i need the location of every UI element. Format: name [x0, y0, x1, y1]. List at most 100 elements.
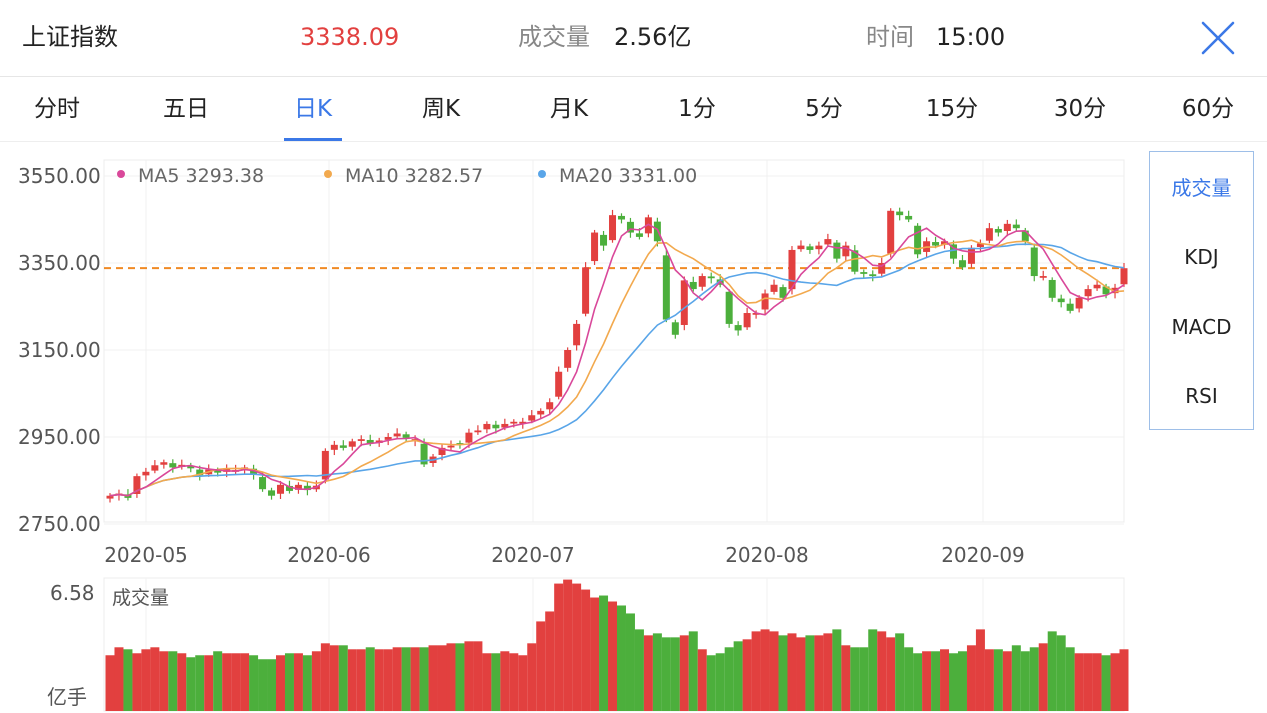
time-label: 时间 — [866, 23, 914, 51]
volume-bar — [563, 579, 573, 711]
candle-body — [994, 228, 1002, 233]
volume-bar — [769, 631, 779, 711]
volume-bar — [105, 655, 115, 711]
tab-daily-k[interactable]: 日K — [293, 96, 333, 122]
volume-bar — [419, 647, 429, 711]
candle-body — [420, 443, 428, 465]
volume-bar — [500, 651, 510, 711]
indicator-volume[interactable]: 成交量 — [1171, 176, 1232, 200]
candle-body — [833, 242, 841, 259]
volume-bar — [186, 657, 196, 711]
tab-weekly-k[interactable]: 周K — [421, 96, 461, 122]
volume-bar — [643, 635, 653, 711]
candle-body — [160, 462, 168, 465]
candle-body — [860, 272, 868, 274]
candle-body — [564, 350, 572, 368]
candle-body — [187, 465, 195, 469]
volume-bar — [491, 653, 501, 711]
candle-body — [779, 287, 787, 298]
y-tick-label: 3350.00 — [18, 251, 101, 275]
candle-body — [321, 450, 329, 480]
volume-bar — [1002, 651, 1012, 711]
candle-body — [1021, 230, 1029, 242]
tab-intraday[interactable]: 分时 — [34, 96, 80, 122]
volume-bar — [616, 605, 626, 711]
tab-5min[interactable]: 5分 — [805, 96, 843, 122]
legend-ma5: MA5 3293.38 — [138, 165, 264, 187]
volume-bar — [1056, 635, 1066, 711]
volume-bar — [536, 621, 546, 711]
candle-body — [770, 284, 778, 292]
candle-body — [734, 325, 742, 331]
volume-bar — [464, 641, 474, 711]
candle-body — [626, 221, 634, 233]
volume-bar — [1110, 653, 1120, 711]
candle-body — [743, 313, 751, 328]
indicator-macd[interactable]: MACD — [1171, 315, 1232, 339]
tab-1min[interactable]: 1分 — [678, 96, 716, 122]
candle-body — [357, 439, 365, 441]
candle-body — [1039, 276, 1047, 278]
volume-bar — [599, 595, 609, 711]
volume-bar — [751, 631, 761, 711]
volume-bar — [168, 651, 178, 711]
candle-body — [1102, 286, 1110, 295]
volume-bar — [778, 635, 788, 711]
candle-body — [842, 245, 850, 257]
volume-bar — [267, 659, 277, 711]
volume-bar — [814, 635, 824, 711]
candle-body — [662, 255, 670, 320]
close-icon[interactable] — [1197, 17, 1239, 59]
volume-bar — [150, 647, 160, 711]
candle-body — [941, 241, 949, 245]
tab-60min[interactable]: 60分 — [1181, 96, 1235, 122]
volume-bar — [293, 653, 303, 711]
candle-body — [348, 441, 356, 447]
candle-body — [339, 445, 347, 448]
candle-body — [133, 476, 141, 494]
candle-body — [932, 242, 940, 246]
candle-body — [896, 211, 904, 216]
candle-body — [259, 477, 267, 490]
volume-bar — [410, 647, 420, 711]
volume-bar — [446, 643, 456, 711]
volume-bar — [652, 633, 662, 711]
candle-body — [447, 445, 455, 448]
volume-bar — [993, 649, 1003, 711]
candle-body — [1030, 247, 1038, 277]
volume-max-label: 6.58 — [50, 581, 95, 605]
tab-15min[interactable]: 15分 — [925, 96, 979, 122]
y-tick-label: 3550.00 — [18, 164, 101, 188]
indicator-kdj[interactable]: KDJ — [1184, 245, 1219, 269]
volume-bar — [545, 611, 555, 711]
candle-body — [976, 243, 984, 247]
volume-bar — [240, 653, 250, 711]
volume-bar — [859, 647, 869, 711]
candle-body — [788, 249, 796, 290]
candle-body — [268, 490, 276, 496]
volume-bar — [1020, 651, 1030, 711]
volume-bar — [320, 643, 330, 711]
candle-body — [573, 323, 581, 346]
candle-body — [555, 371, 563, 397]
tab-monthly-k[interactable]: 月K — [549, 96, 589, 122]
volume-bar — [841, 645, 851, 711]
period-tabs: 分时 五日 日K 周K 月K 1分 5分 15分 30分 60分 — [0, 77, 1267, 142]
volume-unit-label: 亿手 — [47, 685, 87, 709]
candle-body — [1093, 284, 1101, 289]
indicator-rsi[interactable]: RSI — [1185, 384, 1218, 408]
candle-body — [635, 233, 643, 237]
y-tick-label: 3150.00 — [18, 338, 101, 362]
volume-bar — [518, 655, 528, 711]
volume-bar — [302, 655, 312, 711]
tab-30min[interactable]: 30分 — [1053, 96, 1107, 122]
volume-bar — [374, 649, 384, 711]
volume-bar — [679, 635, 689, 711]
candle-body — [824, 239, 832, 245]
candle-body — [725, 291, 733, 324]
x-tick-label: 2020-08 — [725, 543, 809, 567]
candle-body — [303, 485, 311, 491]
candle-body — [492, 424, 500, 429]
candle-body — [689, 281, 697, 290]
tab-five-day[interactable]: 五日 — [163, 96, 209, 122]
